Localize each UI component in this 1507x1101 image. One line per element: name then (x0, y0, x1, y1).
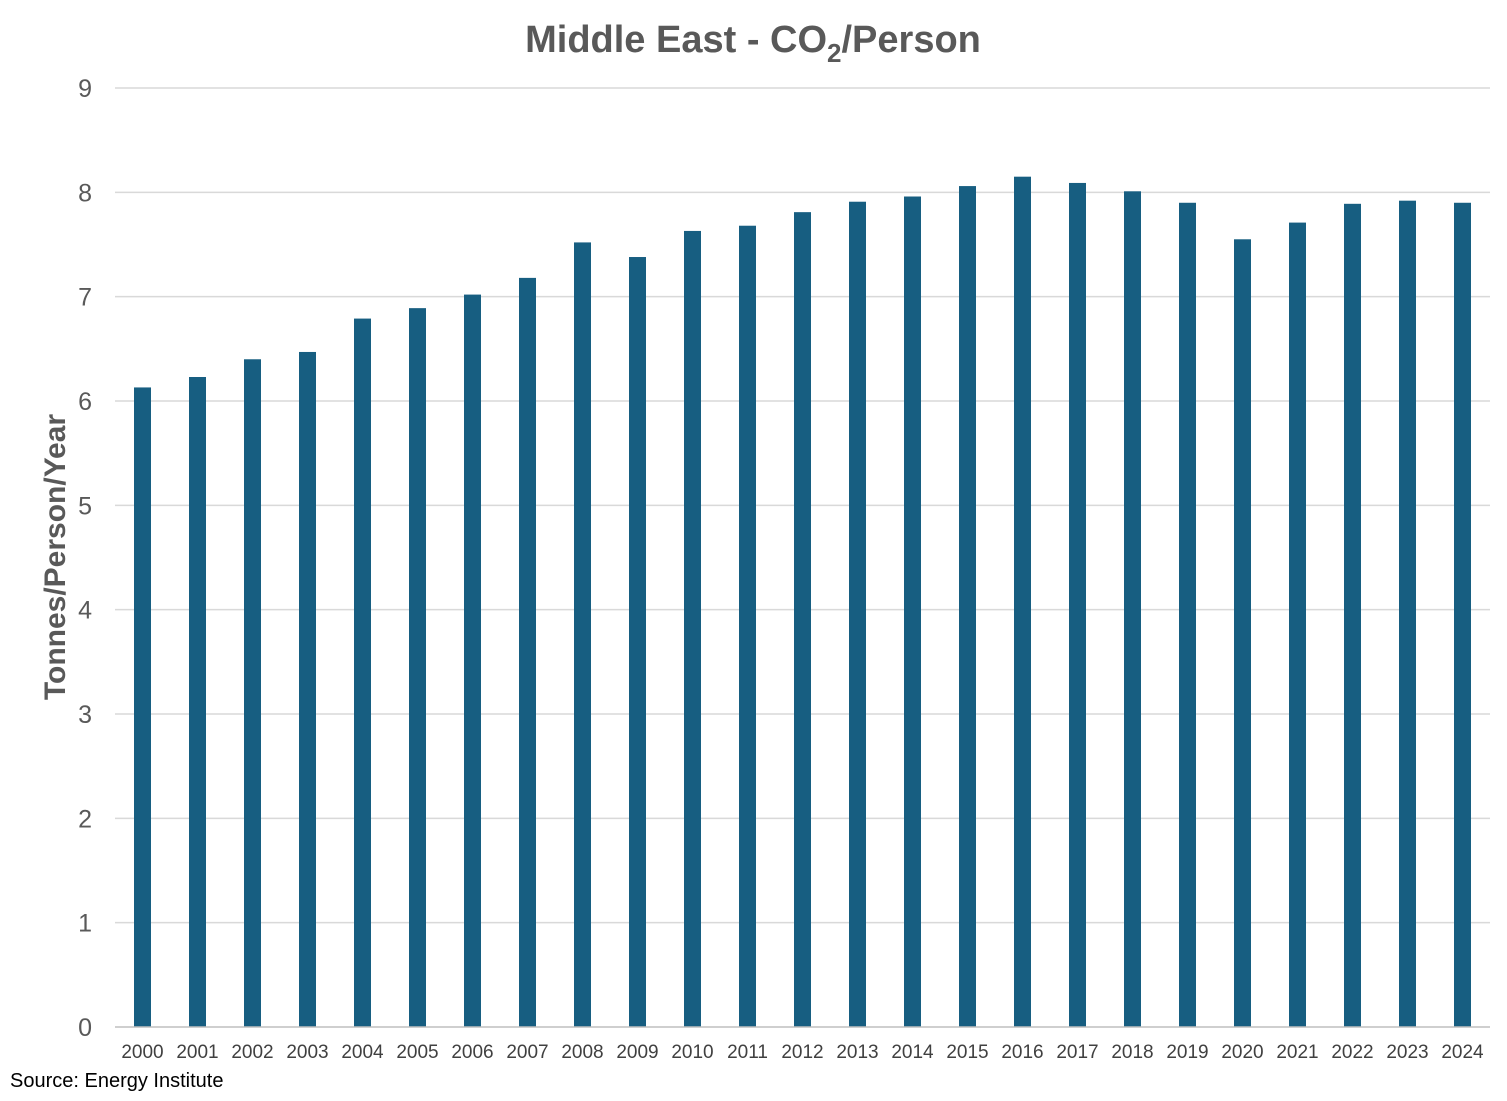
x-tick-label: 2009 (616, 1042, 658, 1063)
bar-2002 (244, 359, 261, 1027)
y-tick-label: 4 (78, 597, 92, 625)
x-tick-label: 2018 (1111, 1042, 1153, 1063)
y-tick-label: 2 (78, 805, 92, 833)
y-axis-label: Tonnes/Person/Year (39, 414, 72, 701)
bar-2021 (1289, 222, 1306, 1028)
bar-2009 (629, 257, 646, 1027)
bar-2013 (849, 201, 866, 1027)
bar-2018 (1124, 191, 1141, 1028)
x-tick-label: 2002 (231, 1042, 273, 1063)
bar-2003 (299, 351, 316, 1027)
x-tick-label: 2024 (1441, 1042, 1484, 1063)
x-tick-label: 2022 (1331, 1042, 1373, 1063)
x-axis-ticks: 2000 2001 2002 2003 2004 2005 2006 2007 2008 2009… (121, 1042, 1484, 1063)
x-tick-label: 2019 (1166, 1042, 1208, 1063)
y-tick-label: 8 (78, 179, 92, 207)
bar-2014 (904, 196, 921, 1028)
x-tick-label: 2007 (506, 1042, 548, 1063)
y-tick-label: 0 (78, 1014, 92, 1042)
x-tick-label: 2001 (176, 1042, 218, 1063)
bar-2023 (1399, 200, 1416, 1027)
y-tick-label: 6 (78, 388, 92, 416)
y-axis-ticks: 0 1 2 3 4 5 6 7 8 9 (78, 75, 92, 1042)
x-tick-label: 2015 (946, 1042, 988, 1063)
chart-title: Middle East - CO2/Person (525, 19, 981, 68)
x-tick-label: 2021 (1276, 1042, 1318, 1063)
chart-title-main: Middle East - CO (525, 19, 827, 61)
x-tick-label: 2006 (451, 1042, 493, 1063)
bar-2012 (794, 212, 811, 1027)
x-tick-label: 2000 (121, 1042, 163, 1063)
bars (134, 176, 1471, 1028)
bar-2007 (519, 277, 536, 1027)
bar-2022 (1344, 203, 1361, 1027)
bar-2001 (189, 377, 206, 1028)
bar-2010 (684, 230, 701, 1028)
x-tick-label: 2020 (1221, 1042, 1263, 1063)
bar-2000 (134, 387, 151, 1028)
y-tick-label: 7 (78, 284, 92, 312)
x-tick-label: 2010 (671, 1042, 713, 1063)
x-tick-label: 2017 (1056, 1042, 1098, 1063)
bar-2005 (409, 308, 426, 1028)
bar-2015 (959, 186, 976, 1027)
x-tick-label: 2008 (561, 1042, 603, 1063)
bar-2020 (1234, 239, 1251, 1028)
x-tick-label: 2023 (1386, 1042, 1428, 1063)
x-tick-label: 2014 (891, 1042, 934, 1063)
bar-2017 (1069, 182, 1086, 1027)
bar-2024 (1454, 202, 1471, 1027)
bar-2019 (1179, 202, 1196, 1027)
y-tick-label: 1 (78, 910, 92, 938)
x-tick-label: 2005 (396, 1042, 438, 1063)
x-tick-label: 2012 (781, 1042, 823, 1063)
x-tick-label: 2003 (286, 1042, 328, 1063)
x-tick-label: 2004 (341, 1042, 384, 1063)
bar-2006 (464, 294, 481, 1028)
x-tick-label: 2013 (836, 1042, 878, 1063)
y-tick-label: 3 (78, 701, 92, 729)
chart-title-subscript: 2 (827, 38, 841, 68)
bar-2008 (574, 242, 591, 1027)
bar-2011 (739, 225, 756, 1028)
source-note: Source: Energy Institute (10, 1070, 223, 1092)
bar-2004 (354, 318, 371, 1027)
y-tick-label: 9 (78, 75, 92, 103)
bar-2016 (1014, 176, 1031, 1027)
x-tick-label: 2016 (1001, 1042, 1043, 1063)
x-tick-label: 2011 (727, 1042, 768, 1063)
y-tick-label: 5 (78, 492, 92, 520)
chart-title-tail: /Person (842, 19, 981, 61)
